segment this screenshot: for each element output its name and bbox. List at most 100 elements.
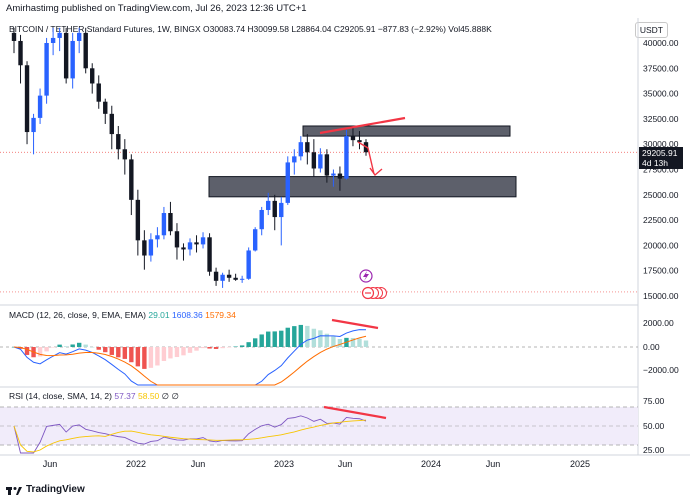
- candle-body[interactable]: [148, 239, 154, 256]
- currency-button[interactable]: USDT: [634, 22, 668, 38]
- candle-body[interactable]: [233, 277, 238, 280]
- candle-body[interactable]: [142, 240, 147, 256]
- macd-tick-label: −2000.00: [643, 365, 679, 375]
- candle-body[interactable]: [44, 43, 49, 96]
- candle-body[interactable]: [194, 242, 199, 245]
- candle-body[interactable]: [200, 237, 206, 245]
- candle-body[interactable]: [272, 200, 277, 218]
- candle-body[interactable]: [311, 152, 317, 169]
- candle-body[interactable]: [226, 274, 232, 278]
- candle-body[interactable]: [24, 65, 30, 133]
- macd-hist-bar: [148, 347, 154, 368]
- candle-body[interactable]: [63, 32, 69, 79]
- macd-hist-bar: [57, 344, 62, 347]
- candle-body[interactable]: [285, 162, 290, 203]
- macd-hist-bar: [220, 347, 225, 349]
- candle-body[interactable]: [181, 247, 186, 250]
- candle-body[interactable]: [279, 202, 284, 218]
- rsi-value: 57.37: [114, 391, 136, 401]
- macd-hist-bar: [103, 347, 108, 353]
- candle-body[interactable]: [168, 213, 173, 232]
- macd-hist-bar: [187, 347, 193, 353]
- candle-body[interactable]: [318, 154, 323, 169]
- candle-body[interactable]: [129, 159, 134, 200]
- candle-body[interactable]: [122, 149, 128, 160]
- candle-body[interactable]: [220, 274, 225, 281]
- macd-hist-bar: [70, 344, 75, 347]
- candle-body[interactable]: [246, 250, 251, 279]
- candle-body[interactable]: [18, 40, 23, 66]
- candle-body[interactable]: [96, 83, 101, 102]
- divergence-line-macd[interactable]: [331, 318, 379, 330]
- candle-body[interactable]: [292, 156, 297, 163]
- candlestick-series[interactable]: [11, 27, 369, 288]
- candle-body[interactable]: [109, 113, 114, 135]
- candle-body[interactable]: [187, 242, 193, 250]
- candle-body[interactable]: [337, 173, 343, 179]
- candle-body[interactable]: [266, 200, 271, 210]
- candle-body[interactable]: [31, 117, 36, 133]
- candle-body[interactable]: [11, 32, 17, 41]
- candle-body[interactable]: [213, 271, 219, 281]
- rsi-sma-line: [13, 419, 367, 453]
- macd-hist-bar: [363, 340, 369, 347]
- candle-body[interactable]: [50, 37, 56, 43]
- candle-body[interactable]: [76, 32, 82, 41]
- macd-hist-bar: [292, 326, 297, 347]
- price-tick-label: 35000.00: [643, 89, 679, 99]
- macd-hist-bar: [168, 347, 173, 359]
- divergence-line-rsi[interactable]: [323, 405, 387, 420]
- candle-body[interactable]: [331, 173, 336, 176]
- candle-body[interactable]: [57, 32, 62, 38]
- time-axis[interactable]: Jun 2022 Jun 2023 Jun 2024 Jun 2025: [43, 459, 590, 469]
- expected-path-arrow[interactable]: [357, 141, 375, 175]
- macd-hist-bar: [63, 346, 69, 347]
- macd-hist-bar: [135, 347, 141, 367]
- candle-body[interactable]: [103, 101, 108, 114]
- candle-body[interactable]: [305, 142, 310, 153]
- publish-info: Amirhastimg published on TradingView.com…: [6, 3, 307, 14]
- divergence-line-price[interactable]: [319, 116, 406, 135]
- candle-body[interactable]: [350, 136, 356, 141]
- macd-legend[interactable]: MACD (12, 26, close, 9, EMA, EMA) 29.01 …: [9, 310, 236, 320]
- price-axis[interactable]: 40000.00 37500.00 35000.00 32500.00 30000.00…: [643, 38, 679, 301]
- zone-rect[interactable]: [302, 125, 511, 137]
- candle-body[interactable]: [155, 235, 160, 240]
- candle-body[interactable]: [90, 68, 95, 84]
- price-tick-label: 17500.00: [643, 266, 679, 276]
- rsi-legend-label: RSI (14, close, SMA, 14, 2): [9, 391, 112, 401]
- zone-rect[interactable]: [208, 176, 517, 198]
- candle-body[interactable]: [357, 140, 362, 143]
- macd-hist-bar: [142, 347, 147, 369]
- candle-body[interactable]: [161, 213, 167, 236]
- macd-signal-line: [13, 335, 367, 386]
- macd-hist-bar: [24, 347, 30, 355]
- candle-body[interactable]: [37, 95, 43, 118]
- candle-body[interactable]: [116, 134, 121, 150]
- candle-body[interactable]: [298, 142, 304, 157]
- tradingview-footer: TradingView: [6, 484, 85, 495]
- macd-hist-bar: [83, 344, 88, 347]
- rsi-legend[interactable]: RSI (14, close, SMA, 14, 2) 57.37 58.50 …: [9, 391, 179, 402]
- candle-body[interactable]: [135, 199, 141, 241]
- candle-body[interactable]: [252, 229, 258, 251]
- candle-body[interactable]: [239, 278, 245, 280]
- price-tick-label: 32500.00: [643, 114, 679, 124]
- macd-hist-bar: [331, 336, 336, 347]
- candle-body[interactable]: [259, 209, 264, 230]
- candle-body[interactable]: [344, 136, 349, 179]
- macd-histogram: [11, 324, 369, 369]
- candle-body[interactable]: [324, 154, 330, 176]
- earnings-events-icon[interactable]: [361, 286, 387, 300]
- candle-body[interactable]: [207, 237, 212, 272]
- candle-body[interactable]: [174, 231, 180, 248]
- macd-hist-bar: [259, 334, 264, 347]
- macd-value-signal: 1579.34: [205, 310, 236, 320]
- macd-hist-bar: [155, 347, 160, 366]
- candle-body[interactable]: [83, 32, 88, 69]
- candle-body[interactable]: [70, 40, 75, 79]
- macd-hist-bar: [161, 347, 167, 361]
- macd-hist-bar: [37, 347, 43, 357]
- price-label-countdown: 4d 13h: [642, 158, 668, 168]
